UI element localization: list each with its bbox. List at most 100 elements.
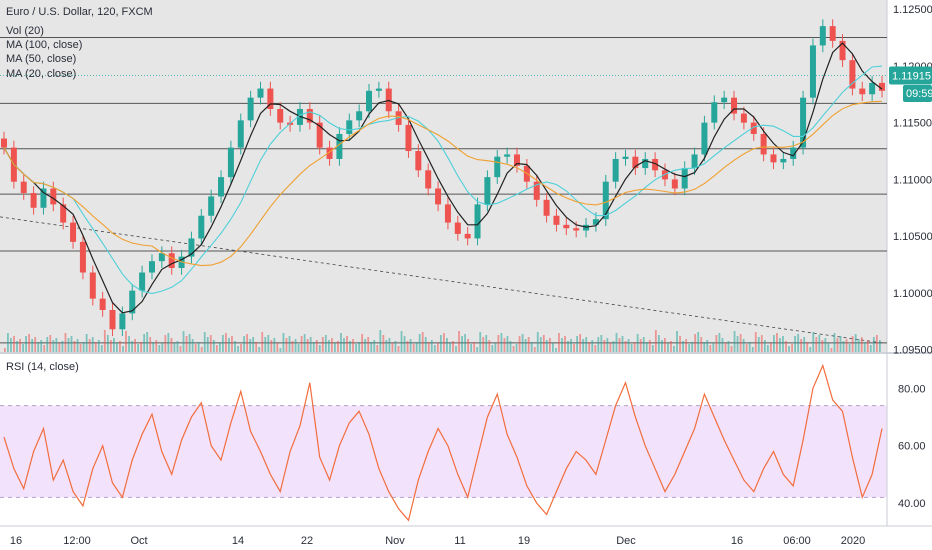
volume-bar (633, 342, 636, 352)
volume-bar (324, 335, 327, 352)
time-tick-label: 2020 (841, 535, 865, 547)
volume-bar (16, 341, 18, 352)
price-tick-label: 1.10500 (893, 231, 932, 243)
volume-bar (373, 340, 376, 352)
candle (652, 158, 659, 171)
volume-bar (688, 344, 691, 352)
candle (247, 97, 254, 121)
candle (780, 158, 787, 163)
legend-ma20[interactable]: MA (20, close) (6, 68, 76, 80)
candle (218, 177, 225, 197)
candle (770, 154, 777, 163)
candle (277, 109, 284, 123)
price-pane[interactable] (0, 0, 887, 352)
volume-bar (418, 334, 421, 352)
candle (444, 204, 451, 223)
volume-bar (382, 335, 385, 352)
volume-bar (349, 341, 351, 352)
price-tick-label: 1.12500 (893, 4, 932, 16)
volume-bar (582, 339, 585, 352)
volume-bar (294, 339, 297, 352)
rsi-legend[interactable]: RSI (14, close) (6, 361, 79, 373)
volume-bar (76, 339, 79, 352)
volume-bar (103, 330, 106, 352)
candle (375, 88, 382, 91)
rsi-tick-label: 40.00 (898, 498, 926, 510)
legend-ma50[interactable]: MA (50, close) (6, 53, 76, 65)
volume-bar (270, 340, 273, 352)
candle (592, 219, 599, 225)
volume-bar (606, 338, 609, 352)
volume-bar (875, 335, 878, 352)
volume-bar (376, 345, 379, 352)
rsi-axis[interactable]: 80.00 60.00 40.00 (898, 383, 926, 510)
volume-bar (600, 335, 603, 352)
volume-bar (82, 342, 85, 352)
volume-bar (591, 340, 594, 352)
volume-bar (267, 335, 270, 352)
candle (573, 228, 580, 231)
volume-bar (473, 342, 476, 352)
candle (474, 204, 481, 239)
volume-bar (7, 333, 9, 352)
volume-bar (364, 339, 367, 352)
volume-bar (603, 340, 606, 352)
volume-bar (34, 337, 37, 352)
candle (731, 97, 738, 114)
volume-bar (848, 344, 851, 352)
candle (839, 40, 846, 61)
volume-bar (439, 335, 442, 352)
volume-bar (866, 340, 869, 352)
candle (30, 193, 37, 208)
volume-bar (400, 331, 403, 352)
volume-bar (555, 348, 557, 352)
volume-bar (337, 341, 339, 352)
time-axis[interactable]: 16 12:00 Oct 14 22 Nov 11 19 Dec 16 06:00 2020 (10, 535, 865, 547)
volume-bar (143, 334, 146, 352)
volume-bar (694, 334, 697, 352)
volume-bar (791, 344, 793, 352)
volume-bar (91, 337, 94, 352)
candle (129, 290, 136, 314)
volume-bar (576, 336, 579, 352)
legend-symbol[interactable]: Euro / U.S. Dollar, 120, FXCM (6, 6, 153, 18)
countdown-value: 09:59 (906, 88, 932, 100)
volume-bar (252, 337, 255, 352)
volume-bar (512, 346, 515, 352)
volume-bar (10, 338, 12, 352)
volume-bar (809, 347, 812, 352)
volume-bar (763, 340, 766, 352)
volume-bar (327, 340, 330, 352)
volume-bar (691, 342, 694, 352)
volume-bar (31, 339, 34, 352)
volume-bar (49, 335, 52, 352)
volume-bar (833, 333, 836, 352)
volume-bar (358, 342, 361, 352)
volume-bar (676, 331, 678, 352)
candle (800, 97, 807, 148)
volume-bar (494, 343, 497, 352)
price-axis[interactable]: 1.125001.120001.115001.110001.105001.100… (893, 4, 932, 357)
volume-bar (185, 336, 188, 352)
legend-vol[interactable]: Vol (20) (6, 25, 44, 37)
time-tick-label: 19 (518, 535, 530, 547)
candle (691, 154, 698, 169)
volume-bar (449, 343, 451, 352)
legend-ma100[interactable]: MA (100, close) (6, 39, 82, 51)
volume-bar (485, 335, 488, 352)
volume-bar (221, 335, 224, 352)
candle (760, 133, 767, 155)
candle (484, 177, 491, 205)
volume-bar (164, 335, 167, 352)
candle (188, 238, 195, 257)
volume-bar (88, 339, 91, 352)
volume-bar (679, 336, 681, 352)
volume-bar (312, 342, 315, 352)
volume-bar (158, 345, 161, 352)
volume-bar (297, 344, 300, 352)
volume-bar (73, 341, 76, 352)
volume-bar (191, 339, 194, 352)
volume-bar (412, 344, 415, 352)
volume-bar (827, 343, 830, 352)
volume-bar (330, 338, 333, 352)
